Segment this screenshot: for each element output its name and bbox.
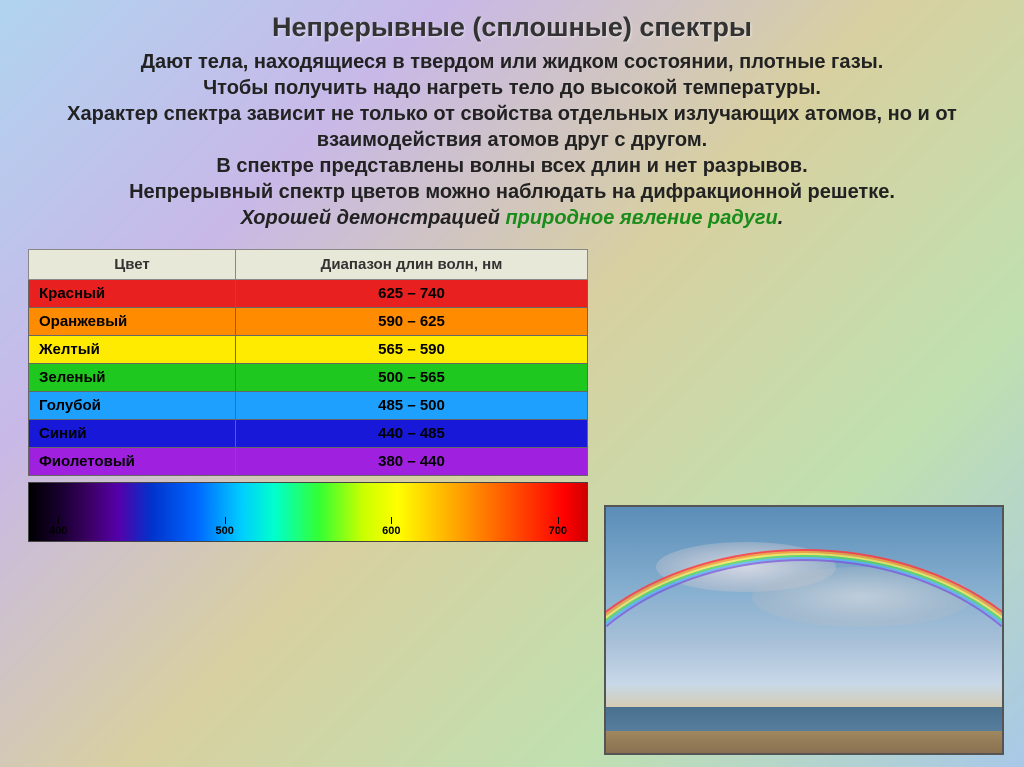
paragraph-3: Характер спектра зависит не только от св… <box>30 101 994 153</box>
continuous-spectrum: 400 500 600 700 <box>28 482 588 542</box>
beach <box>606 731 1002 753</box>
color-range: 485 – 500 <box>236 392 588 420</box>
paragraph-6: Хорошей демонстрацией природное явление … <box>30 205 994 231</box>
th-range: Диапазон длин волн, нм <box>236 250 588 280</box>
color-range: 565 – 590 <box>236 336 588 364</box>
table-row: Желтый565 – 590 <box>29 336 588 364</box>
color-name: Фиолетовый <box>29 448 236 476</box>
tick-label: 400 <box>49 525 67 539</box>
color-name: Оранжевый <box>29 308 236 336</box>
color-table: Цвет Диапазон длин волн, нм Красный625 –… <box>28 249 588 476</box>
table-row: Зеленый500 – 565 <box>29 364 588 392</box>
table-row: Фиолетовый380 – 440 <box>29 448 588 476</box>
tick-label: 500 <box>216 525 234 539</box>
color-range: 590 – 625 <box>236 308 588 336</box>
color-range: 500 – 565 <box>236 364 588 392</box>
table-row: Голубой485 – 500 <box>29 392 588 420</box>
tick-label: 700 <box>549 525 567 539</box>
color-name: Желтый <box>29 336 236 364</box>
paragraph-1: Дают тела, находящиеся в твердом или жид… <box>30 49 994 75</box>
color-name: Голубой <box>29 392 236 420</box>
highlight-rainyow: природное явление радуги <box>505 207 777 229</box>
th-color: Цвет <box>29 250 236 280</box>
tick-label: 600 <box>382 525 400 539</box>
color-name: Зеленый <box>29 364 236 392</box>
color-name: Красный <box>29 280 236 308</box>
color-range: 440 – 485 <box>236 420 588 448</box>
table-row: Синий440 – 485 <box>29 420 588 448</box>
paragraph-5: Непрерывный спектр цветов можно наблюдат… <box>30 179 994 205</box>
text-block: Непрерывные (сплошные) спектры Дают тела… <box>0 0 1024 241</box>
spectrum-ticks: 400 500 600 700 <box>29 527 587 541</box>
paragraph-2: Чтобы получить надо нагреть тело до высо… <box>30 75 994 101</box>
color-range: 380 – 440 <box>236 448 588 476</box>
rainbow-photo <box>604 505 1004 755</box>
table-row: Оранжевый590 – 625 <box>29 308 588 336</box>
table-row: Красный625 – 740 <box>29 280 588 308</box>
paragraph-4: В спектре представлены волны всех длин и… <box>30 153 994 179</box>
slide-title: Непрерывные (сплошные) спектры <box>30 12 994 43</box>
color-range: 625 – 740 <box>236 280 588 308</box>
color-name: Синий <box>29 420 236 448</box>
